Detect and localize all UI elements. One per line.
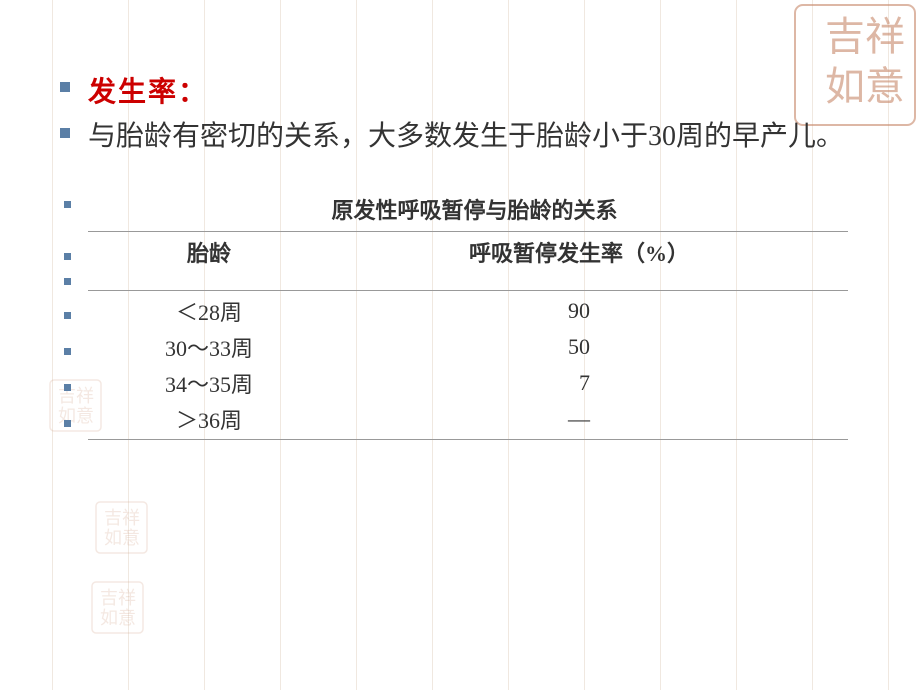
heading-row: 发生率： [60, 70, 860, 110]
table-col-header: 胎龄 [89, 236, 329, 268]
slide-content: 发生率： 与胎龄有密切的关系，大多数发生于胎龄小于30周的早产儿。 原发性呼吸暂… [0, 0, 920, 474]
bullet-icon [64, 420, 71, 427]
table-cell: 30～33周 [89, 331, 329, 363]
table-row: ＜28周 90 [60, 295, 860, 327]
table-row: 34～35周 7 [60, 367, 860, 399]
table-row: 30～33周 50 [60, 331, 860, 363]
bullet-icon [64, 253, 71, 260]
table-divider-top [88, 231, 848, 232]
bullet-icon [60, 128, 70, 138]
svg-text:如意: 如意 [104, 528, 140, 548]
table-col-header: 呼吸暂停发生率（%） [409, 236, 749, 268]
bullet-icon [60, 82, 70, 92]
table-cell: 90 [409, 298, 749, 324]
svg-text:如意: 如意 [100, 608, 136, 628]
table-cell: ＞36周 [89, 403, 329, 435]
table-title: 原发性呼吸暂停与胎龄的关系 [89, 193, 860, 225]
bullet-icon [64, 312, 71, 319]
table-divider-mid [88, 290, 848, 291]
table-cell: 50 [409, 334, 749, 360]
bullet-icon [64, 201, 71, 208]
table-title-row: 原发性呼吸暂停与胎龄的关系 [60, 193, 860, 225]
body-text: 与胎龄有密切的关系，大多数发生于胎龄小于30周的早产儿。 [88, 116, 844, 158]
table-cell: 34～35周 [89, 367, 329, 399]
table-section: 原发性呼吸暂停与胎龄的关系 胎龄 呼吸暂停发生率（%） ＜28周 90 30～3… [60, 193, 860, 440]
bullet-icon [64, 384, 71, 391]
bullet-icon [64, 278, 71, 285]
table-header-row: 胎龄 呼吸暂停发生率（%） [60, 236, 860, 268]
svg-text:吉祥: 吉祥 [100, 588, 136, 608]
table-cell: 7 [409, 370, 749, 396]
table-cell: — [409, 406, 749, 432]
svg-text:吉祥: 吉祥 [104, 508, 140, 528]
body-row: 与胎龄有密切的关系，大多数发生于胎龄小于30周的早产儿。 [60, 116, 860, 158]
decorative-seal-small-3: 吉祥 如意 [90, 580, 145, 635]
table-cell: ＜28周 [89, 295, 329, 327]
bullet-icon [64, 348, 71, 355]
decorative-seal-small-2: 吉祥 如意 [94, 500, 149, 555]
heading-text: 发生率： [88, 70, 208, 110]
table-row: ＞36周 — [60, 403, 860, 435]
table-empty-row [60, 268, 860, 286]
table-divider-bottom [88, 439, 848, 440]
